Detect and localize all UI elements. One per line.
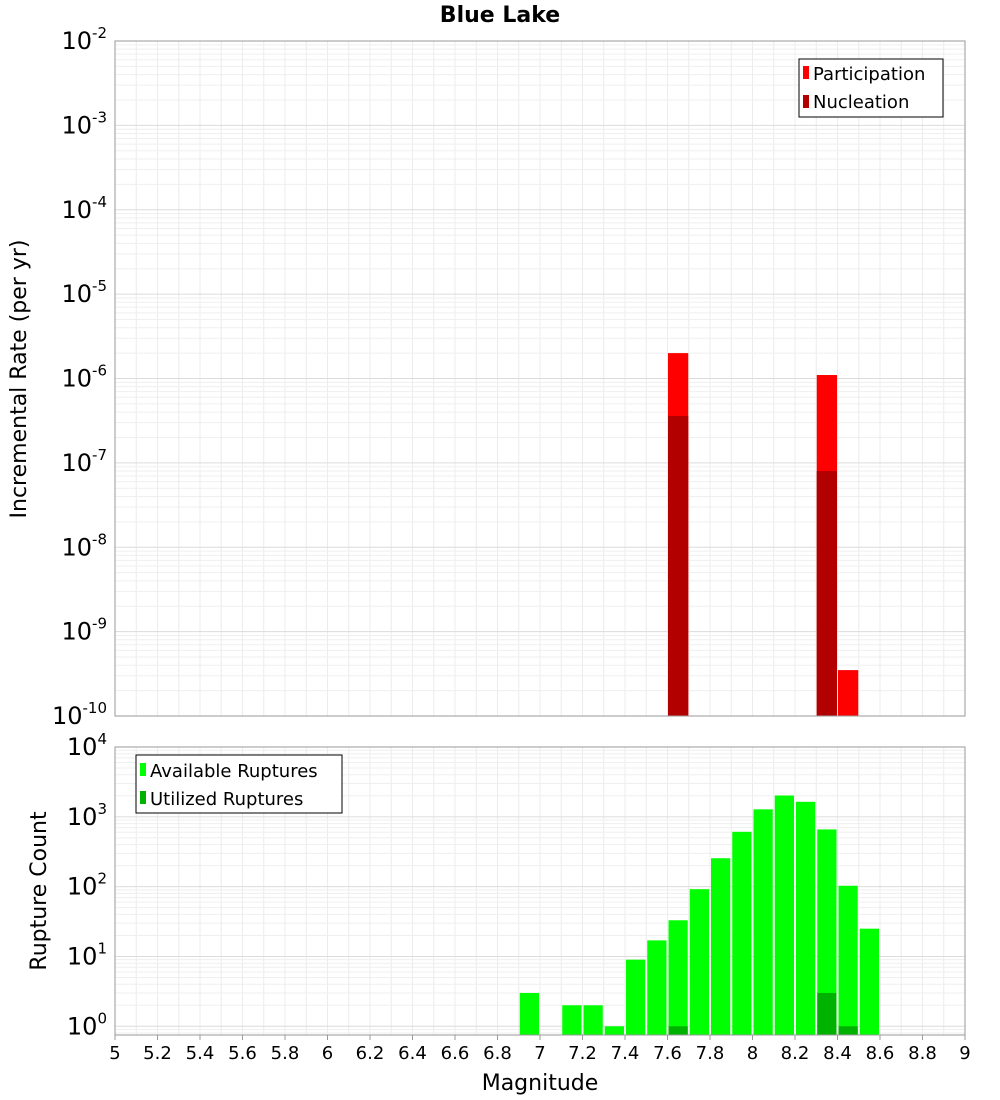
x-tick-label: 6.2 (356, 1043, 385, 1064)
rate-bar-nucleation (816, 471, 837, 716)
count-bar-available-ruptures (668, 920, 688, 1035)
x-tick-label: 5.8 (271, 1043, 300, 1064)
rate-y-tick-label: 10-5 (61, 277, 107, 308)
x-tick-label: 8.2 (781, 1043, 810, 1064)
count-bar-utilized-ruptures (668, 1026, 688, 1035)
x-tick-label: 7 (534, 1043, 545, 1064)
x-tick-label: 6.8 (483, 1043, 512, 1064)
rate-panel: 10-2 10-3 10-4 10-5 10-6 10-7 10-8 10-9 10-10 In… (7, 24, 966, 730)
legend-swatch-nucleation (803, 95, 809, 108)
rate-y-tick-label: 10-8 (61, 530, 107, 561)
x-tick-label: 5.4 (186, 1043, 215, 1064)
x-tick-label: 5 (109, 1043, 120, 1064)
rate-y-tick-label: 10-6 (61, 362, 107, 393)
legend-label-available: Available Ruptures (150, 761, 318, 782)
count-bar-available-ruptures (604, 1026, 624, 1035)
count-y-axis-label: Rupture Count (27, 811, 52, 971)
legend-swatch-participation (803, 66, 809, 79)
legend-label-participation: Participation (813, 64, 925, 85)
count-y-tick-label: 101 (67, 939, 107, 970)
x-tick-label: 9 (959, 1043, 970, 1064)
count-y-tick-label: 104 (67, 730, 107, 761)
x-tick-label: 7.4 (611, 1043, 640, 1064)
rate-legend: Participation Nucleation (798, 58, 944, 118)
count-panel: 104 103 102 101 100 5 5.2 5.4 5.6 5.8 6 6.2 6.4 6.6 6… (27, 730, 971, 1096)
x-tick-label: 7.2 (568, 1043, 597, 1064)
rate-y-tick-label: 10-7 (61, 446, 107, 477)
count-bar-available-ruptures (817, 829, 837, 1035)
rate-y-tick-label: 10-10 (52, 699, 107, 730)
count-y-tick-label: 100 (67, 1009, 107, 1040)
rate-y-axis-label: Incremental Rate (per yr) (7, 240, 32, 519)
chart-title: Blue Lake (440, 3, 560, 28)
count-bar-available-ruptures (562, 1005, 582, 1035)
count-legend-box (135, 754, 343, 814)
count-x-ticks: 5 5.2 5.4 5.6 5.8 6 6.2 6.4 6.6 6.8 7 7.2 7.4 7.6 7.8 8… (109, 1035, 971, 1064)
x-tick-label: 8 (747, 1043, 758, 1064)
x-axis-label: Magnitude (482, 1071, 599, 1096)
legend-label-utilized: Utilized Ruptures (150, 789, 303, 810)
count-y-ticks: 104 103 102 101 100 (67, 730, 107, 1040)
count-bar-available-ruptures (689, 889, 709, 1035)
count-bar-available-ruptures (732, 831, 752, 1035)
rate-y-tick-label: 10-4 (61, 193, 107, 224)
count-bar-available-ruptures (583, 1005, 603, 1035)
x-tick-label: 6.4 (398, 1043, 427, 1064)
rate-y-tick-label: 10-2 (61, 24, 107, 55)
count-bar-available-ruptures (626, 959, 646, 1035)
count-bar-utilized-ruptures (838, 1026, 858, 1035)
x-tick-label: 8.8 (908, 1043, 937, 1064)
x-tick-label: 7.8 (696, 1043, 725, 1064)
count-legend: Available Ruptures Utilized Ruptures (135, 754, 343, 814)
count-bar-available-ruptures (796, 801, 816, 1035)
x-tick-label: 5.6 (228, 1043, 257, 1064)
rate-grid (115, 41, 965, 716)
x-tick-label: 6.6 (441, 1043, 470, 1064)
rate-bars (668, 353, 859, 716)
rate-legend-box (798, 58, 944, 118)
count-bar-available-ruptures (711, 858, 731, 1035)
rate-y-ticks: 10-2 10-3 10-4 10-5 10-6 10-7 10-8 10-9 10-10 (52, 24, 107, 730)
legend-swatch-available (140, 763, 146, 776)
rate-y-tick-label: 10-9 (61, 615, 107, 646)
count-bar-available-ruptures (838, 885, 858, 1035)
count-bar-available-ruptures (753, 809, 773, 1035)
count-bar-available-ruptures (647, 940, 667, 1035)
rate-plot-border (114, 40, 966, 717)
x-tick-label: 8.4 (823, 1043, 852, 1064)
rate-bar-nucleation (668, 415, 689, 716)
x-tick-label: 7.6 (653, 1043, 682, 1064)
legend-label-nucleation: Nucleation (813, 92, 909, 113)
rate-y-tick-label: 10-3 (61, 108, 107, 139)
count-y-tick-label: 103 (67, 800, 107, 831)
x-tick-label: 8.6 (866, 1043, 895, 1064)
legend-swatch-utilized (140, 791, 146, 804)
count-bar-utilized-ruptures (817, 992, 837, 1035)
x-tick-label: 6 (322, 1043, 333, 1064)
count-bars (519, 795, 879, 1035)
count-bar-available-ruptures (519, 992, 539, 1035)
count-bar-available-ruptures (774, 795, 794, 1035)
count-bar-available-ruptures (859, 928, 879, 1035)
x-tick-label: 5.2 (143, 1043, 172, 1064)
rate-bar-participation (838, 670, 859, 716)
count-y-tick-label: 102 (67, 870, 107, 901)
